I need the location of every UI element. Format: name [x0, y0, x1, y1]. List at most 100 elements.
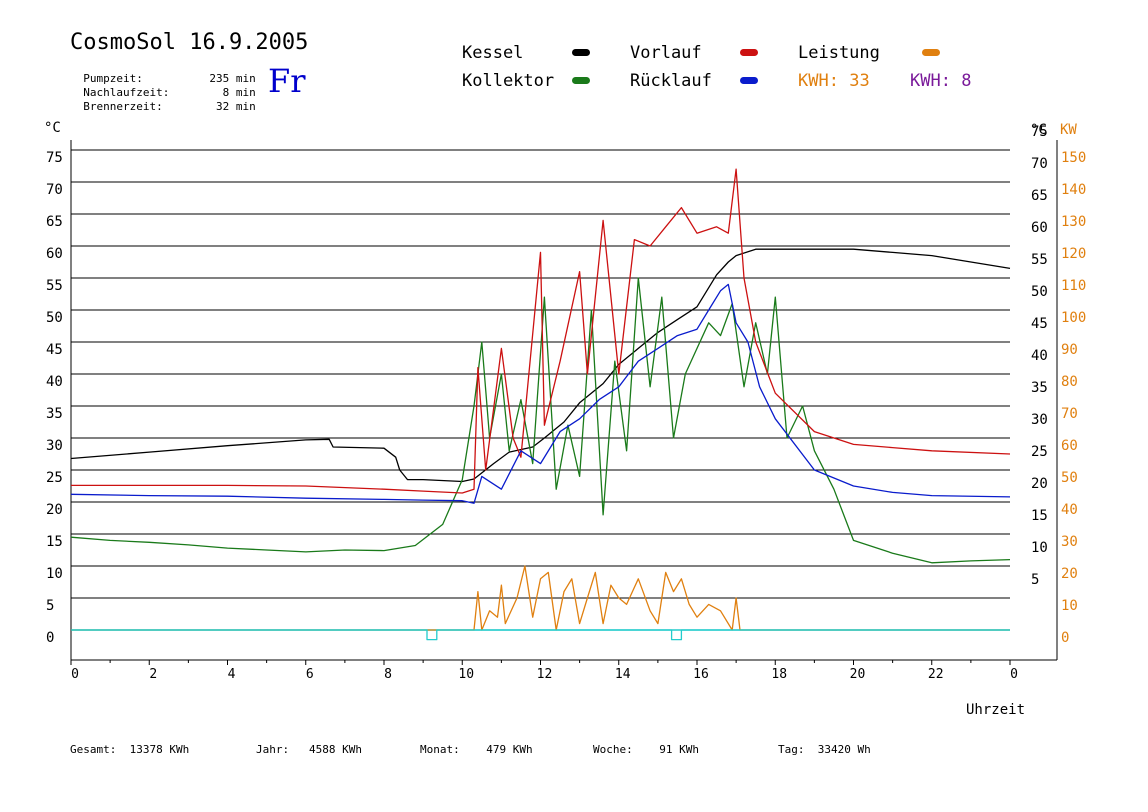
- legend-ruecklauf-label: Rücklauf: [630, 71, 712, 91]
- footer-value: 13378 KWh: [129, 743, 190, 756]
- footer-label: Gesamt:: [70, 743, 117, 756]
- y-tick-label-right-celsius: 25: [1031, 444, 1048, 460]
- y-tick-label-left: 15: [46, 534, 63, 550]
- y-tick-label-right-kw: 80: [1061, 374, 1078, 390]
- y-tick-label-left: 0: [46, 630, 54, 646]
- y-tick-label-left: 65: [46, 214, 63, 230]
- y-tick-label-left: 50: [46, 310, 63, 326]
- y-tick-label-right-kw: 140: [1061, 182, 1086, 198]
- x-tick-label: 2: [149, 667, 157, 682]
- info-label: Nachlaufzeit:: [83, 86, 170, 99]
- info-label: Brennerzeit:: [83, 100, 163, 113]
- y-tick-label-right-celsius: 40: [1031, 348, 1048, 364]
- x-axis-label: Uhrzeit: [966, 702, 1026, 718]
- footer-gesamt: Gesamt: 13378 KWh: [70, 743, 189, 756]
- y-tick-label-left: 45: [46, 342, 63, 358]
- x-tick-label: 16: [693, 667, 709, 682]
- y-tick-label-left: 75: [46, 150, 63, 166]
- legend-ruecklauf-swatch: [740, 77, 758, 84]
- y-tick-label-right-kw: 110: [1061, 278, 1086, 294]
- y-tick-label-right-celsius: 30: [1031, 412, 1048, 428]
- legend-kessel-label: Kessel: [462, 43, 524, 63]
- y-tick-label-right-kw: 70: [1061, 406, 1078, 422]
- legend-kwh-total: KWH: 33: [798, 71, 870, 91]
- footer-monat: Monat: 479 KWh: [420, 743, 533, 756]
- y-tick-label-right-celsius: 20: [1031, 476, 1048, 492]
- chart-title: CosmoSol 16.9.2005: [70, 30, 309, 55]
- footer-label: Monat:: [420, 743, 460, 756]
- legend-vorlauf-label: Vorlauf: [630, 43, 702, 63]
- y-tick-label-right-kw: 40: [1061, 502, 1078, 518]
- footer-woche: Woche: 91 KWh: [593, 743, 699, 756]
- footer-label: Tag:: [778, 743, 805, 756]
- series-kollektor: [70, 277, 1011, 564]
- y-tick-label-left: 30: [46, 438, 63, 454]
- legend-kollektor-swatch: [572, 77, 590, 84]
- kwh-value: 33: [849, 71, 870, 91]
- legend-kessel-swatch: [572, 49, 590, 56]
- x-tick-label: 12: [537, 667, 553, 682]
- info-unit: min: [235, 100, 256, 113]
- y-tick-label-left: 70: [46, 182, 63, 198]
- footer-value: 33420 Wh: [817, 743, 871, 756]
- y-tick-label-right-kw: 50: [1061, 470, 1078, 486]
- legend-kwh-secondary: KWH: 8: [910, 71, 971, 91]
- x-tick-label: 10: [458, 667, 474, 682]
- y-tick-label-right-kw: 0: [1061, 630, 1069, 646]
- x-tick-label: 0: [71, 667, 79, 682]
- info-pumpzeit: Pumpzeit: 235 min: [70, 59, 256, 85]
- legend-leistung-label: Leistung: [798, 43, 880, 63]
- x-tick-label: 18: [771, 667, 787, 682]
- info-unit: min: [235, 86, 256, 99]
- right-axis-unit-kw: KW: [1060, 122, 1077, 138]
- footer-tag: Tag: 33420 Wh: [778, 743, 871, 756]
- y-tick-label-right-celsius: 65: [1031, 188, 1048, 204]
- legend-vorlauf-swatch: [740, 49, 758, 56]
- info-nachlaufzeit: Nachlaufzeit: 8 min: [70, 73, 256, 99]
- y-tick-label-right-celsius: 35: [1031, 380, 1048, 396]
- y-tick-label-left: 10: [46, 566, 63, 582]
- footer-value: 479 KWh: [486, 743, 533, 756]
- kwh-value: 8: [961, 71, 972, 91]
- footer-label: Woche:: [593, 743, 633, 756]
- footer-label: Jahr:: [256, 743, 290, 756]
- y-tick-label-right-celsius: 75: [1031, 124, 1048, 140]
- left-axis-unit: °C: [44, 120, 61, 136]
- chart-ticks: 0 2 4 6 8 10 12 14 16 18 20 22 005101520253035404550…: [46, 124, 1086, 682]
- y-tick-label-right-celsius: 60: [1031, 220, 1048, 236]
- series-kessel: [70, 248, 1011, 483]
- y-tick-label-right-kw: 120: [1061, 246, 1086, 262]
- chart-series: [70, 168, 1011, 641]
- chart-grid: [71, 149, 1010, 631]
- x-tick-label: 14: [615, 667, 631, 682]
- x-tick-label: 0: [1010, 667, 1018, 682]
- info-unit: min: [235, 72, 256, 85]
- footer-value: 4588 KWh: [309, 743, 362, 756]
- legend-leistung-swatch: [922, 49, 940, 56]
- x-tick-label: 8: [384, 667, 392, 682]
- y-tick-label-right-kw: 150: [1061, 150, 1086, 166]
- y-tick-label-right-celsius: 70: [1031, 156, 1048, 172]
- y-tick-label-right-celsius: 45: [1031, 316, 1048, 332]
- y-tick-label-right-celsius: 5: [1031, 572, 1039, 588]
- series-leistung: [71, 565, 1010, 631]
- info-brennerzeit: Brennerzeit: 32 min: [70, 87, 256, 113]
- info-label: Pumpzeit:: [83, 72, 143, 85]
- y-tick-label-left: 55: [46, 278, 63, 294]
- footer-jahr: Jahr: 4588 KWh: [256, 743, 362, 756]
- x-tick-label: 20: [850, 667, 866, 682]
- y-tick-label-left: 20: [46, 502, 63, 518]
- y-tick-label-right-celsius: 50: [1031, 284, 1048, 300]
- y-tick-label-left: 60: [46, 246, 63, 262]
- legend-kollektor-label: Kollektor: [462, 71, 555, 91]
- info-value: 32: [216, 100, 230, 113]
- y-tick-label-right-kw: 60: [1061, 438, 1078, 454]
- temperature-chart: 0 2 4 6 8 10 12 14 16 18 20 22 005101520253035404550…: [46, 124, 1086, 682]
- series-pumpe: [71, 629, 1010, 641]
- right-axis-unit-celsius: °C: [1030, 122, 1047, 138]
- info-value: 8: [222, 86, 230, 99]
- y-tick-label-left: 35: [46, 406, 63, 422]
- series-vorlauf: [71, 168, 1011, 494]
- y-tick-label-right-kw: 10: [1061, 598, 1078, 614]
- y-tick-label-right-kw: 90: [1061, 342, 1078, 358]
